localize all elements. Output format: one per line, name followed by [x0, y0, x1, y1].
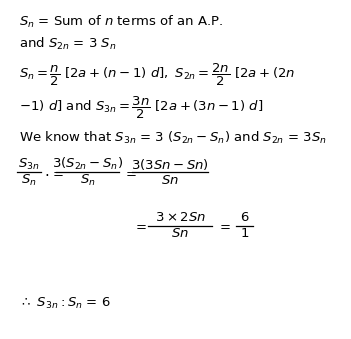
Text: $- 1)\ d]\ \mathrm{and}\ S_{3n} = \dfrac{3n}{2}\ [2a + (3n - 1)\ d]$: $- 1)\ d]\ \mathrm{and}\ S_{3n} = \dfrac…	[19, 95, 263, 121]
Text: $S_n$ = Sum of $n$ terms of an A.P.: $S_n$ = Sum of $n$ terms of an A.P.	[19, 14, 223, 31]
Text: $3(3Sn - Sn)$: $3(3Sn - Sn)$	[131, 157, 209, 172]
Text: $S_n = \dfrac{n}{2}\ [2a + (n-1)\ d],\ S_{2n} = \dfrac{2n}{2}\ [2a + (2n$: $S_n = \dfrac{n}{2}\ [2a + (n-1)\ d],\ S…	[19, 62, 295, 88]
Text: and $S_{2n}$ = 3 $S_n$: and $S_{2n}$ = 3 $S_n$	[19, 36, 116, 52]
Text: $3(S_{2n} - S_n)$: $3(S_{2n} - S_n)$	[52, 156, 123, 172]
Text: $6$: $6$	[240, 211, 250, 224]
Text: $=$: $=$	[123, 166, 137, 179]
Text: $S_{3n}$: $S_{3n}$	[18, 157, 40, 172]
Text: $.$: $.$	[44, 164, 49, 179]
Text: $=$: $=$	[49, 166, 64, 179]
Text: $=$: $=$	[217, 219, 231, 232]
Text: $S_n$: $S_n$	[80, 173, 95, 187]
Text: $1$: $1$	[240, 227, 249, 240]
Text: We know that $S_{3n}$ = 3 $(S_{2n} - S_n)$ and $S_{2n}$ = 3$S_n$: We know that $S_{3n}$ = 3 $(S_{2n} - S_n…	[19, 130, 327, 146]
Text: $Sn$: $Sn$	[161, 174, 179, 186]
Text: $=$: $=$	[133, 219, 147, 232]
Text: $Sn$: $Sn$	[171, 227, 189, 240]
Text: $\therefore\ S_{3n} : S_n$ = 6: $\therefore\ S_{3n} : S_n$ = 6	[19, 296, 111, 311]
Text: $S_n$: $S_n$	[21, 173, 37, 187]
Text: $3 \times 2Sn$: $3 \times 2Sn$	[155, 211, 206, 224]
